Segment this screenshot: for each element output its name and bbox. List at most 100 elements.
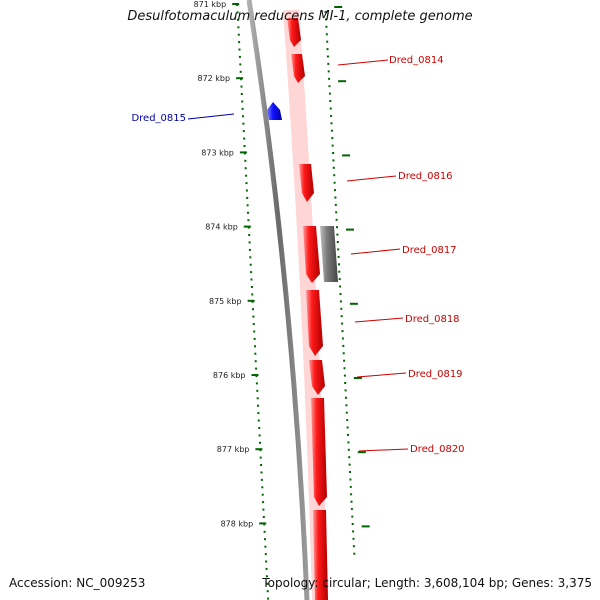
tick-dot <box>242 122 245 125</box>
tick-dot <box>239 63 242 66</box>
tick-dot <box>245 189 248 192</box>
tick-dot <box>333 181 336 184</box>
major-ticks <box>232 3 370 528</box>
tick-dot <box>347 441 350 444</box>
tick-label: 872 kbp <box>197 74 230 83</box>
tick-dot <box>334 189 336 192</box>
other-feature[interactable] <box>320 226 338 282</box>
tick-dot <box>255 382 258 385</box>
tick-dot <box>248 241 251 244</box>
tick-dot <box>249 256 252 259</box>
tick-dot <box>265 575 268 578</box>
tick-dot <box>336 241 339 243</box>
gene-arrow-dred-0815[interactable] <box>267 102 282 120</box>
tick-dot <box>243 145 246 147</box>
tick-dot <box>244 167 247 170</box>
tick-dot <box>260 464 263 466</box>
tick-dot <box>266 590 269 593</box>
tick-dot <box>250 278 253 281</box>
tick-dot <box>250 286 253 288</box>
tick-dot <box>352 537 355 540</box>
tick-dot <box>237 33 240 36</box>
tick-dot <box>350 500 353 503</box>
gene-arrow-dred-0820[interactable] <box>311 398 327 506</box>
tick-dot <box>237 18 239 21</box>
tick-dot <box>351 515 354 518</box>
major-tick <box>232 3 240 5</box>
tick-dot <box>249 263 252 266</box>
accession-text: Accession: NC_009253 <box>9 576 146 590</box>
tick-dot <box>241 107 244 110</box>
outer-tick-dots <box>324 11 356 555</box>
major-tick <box>357 451 366 454</box>
tick-dot <box>261 486 264 489</box>
tick-dot <box>344 389 347 392</box>
gene-label-dred-0819[interactable]: Dred_0819 <box>408 369 463 380</box>
gene-labels: Dred_0814 Dred_0815 Dred_0816 Dred_0817 … <box>131 55 464 455</box>
gene-arrow-dred-0814[interactable] <box>291 54 305 83</box>
gene-label-dred-0816[interactable]: Dred_0816 <box>398 171 453 182</box>
tick-dot <box>346 426 349 429</box>
tick-dot <box>248 234 251 236</box>
tick-dot <box>257 404 259 407</box>
gene-label-dred-0818[interactable]: Dred_0818 <box>405 314 460 325</box>
gene-label-dred-0820[interactable]: Dred_0820 <box>410 444 465 455</box>
tick-dot <box>345 411 348 414</box>
major-tick <box>247 299 255 302</box>
major-tick <box>259 522 267 525</box>
tick-dot <box>340 315 343 318</box>
gene-arrow-dred-0818[interactable] <box>306 290 323 356</box>
tick-dot <box>238 48 241 51</box>
gene-arrow-dred-0817[interactable] <box>303 226 320 283</box>
tick-dot <box>266 582 269 585</box>
major-tick <box>338 80 347 83</box>
tick-label: 877 kbp <box>217 445 250 454</box>
tick-dot <box>349 485 352 488</box>
major-tick <box>334 6 343 8</box>
tick-dot <box>348 456 351 459</box>
tick-label: 871 kbp <box>194 0 227 9</box>
tick-dot <box>332 166 335 169</box>
gene-arrow-dred-0819[interactable] <box>309 360 325 395</box>
tick-dot <box>330 122 333 125</box>
label-callouts <box>187 59 409 452</box>
tick-dot <box>331 144 334 147</box>
tick-dot <box>350 493 353 496</box>
gene-arrow[interactable] <box>287 18 301 47</box>
tick-dot <box>338 278 341 281</box>
tick-label: 874 kbp <box>205 223 238 232</box>
gene-label-dred-0815[interactable]: Dred_0815 <box>131 113 186 124</box>
tick-dot <box>337 255 340 258</box>
gene-label-dred-0817[interactable]: Dred_0817 <box>402 245 457 256</box>
tick-dot <box>338 270 341 273</box>
tick-dot <box>248 248 251 251</box>
tick-dot <box>264 545 267 548</box>
tick-dot <box>256 389 259 392</box>
major-tick <box>346 228 354 231</box>
tick-dot <box>337 248 340 251</box>
tick-dot <box>346 419 349 422</box>
tick-dot <box>253 330 256 333</box>
gene-arrow-dred-0816[interactable] <box>299 164 314 202</box>
tick-dot <box>328 92 331 95</box>
tick-dot <box>352 530 355 533</box>
tick-dot <box>237 26 240 29</box>
tick-dot <box>326 40 329 43</box>
tick-dot <box>349 478 352 481</box>
tick-dot <box>258 426 261 429</box>
gene-arrow[interactable] <box>313 510 328 600</box>
tick-label: 876 kbp <box>213 371 246 380</box>
tick-dot <box>341 322 344 325</box>
tick-dot <box>252 323 255 326</box>
tick-dot <box>341 337 344 340</box>
tick-dot <box>327 62 330 65</box>
genome-backbone <box>246 0 310 600</box>
tick-label: 875 kbp <box>209 297 242 306</box>
tick-dot <box>247 211 249 214</box>
tick-dot <box>257 419 260 422</box>
major-tick <box>349 302 358 305</box>
tick-dot <box>263 530 266 533</box>
gene-label-dred-0814[interactable]: Dred_0814 <box>389 55 444 66</box>
tick-dot <box>246 204 249 207</box>
